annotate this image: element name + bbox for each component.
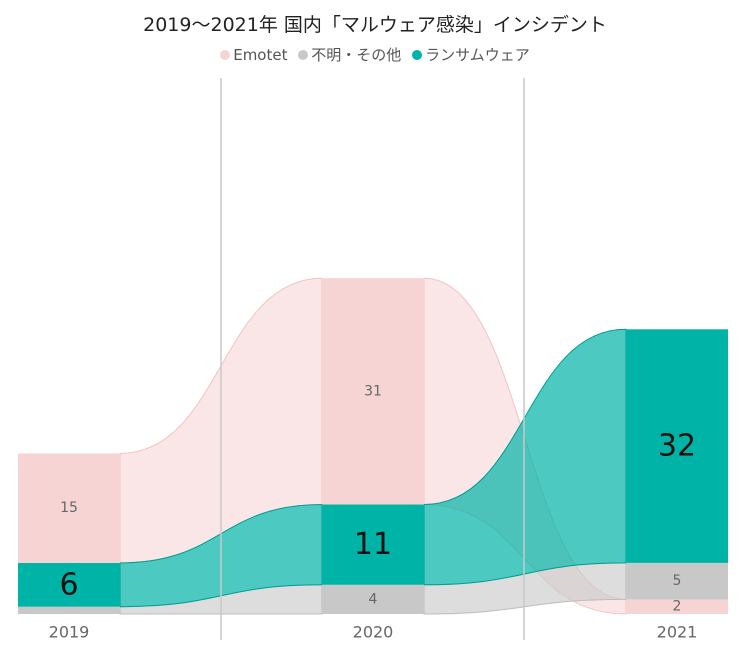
value-label-ransomware-2019: 6 bbox=[59, 567, 78, 602]
legend-item-other[interactable]: 不明・その他 bbox=[298, 44, 401, 65]
value-label-other-2021: 5 bbox=[673, 573, 682, 589]
bar-emotet-2021 bbox=[626, 599, 728, 614]
legend-dot-emotet bbox=[220, 50, 231, 60]
value-label-emotet-2021: 2 bbox=[673, 599, 682, 615]
legend-dot-other bbox=[298, 50, 309, 60]
bar-other-2020 bbox=[322, 584, 424, 614]
value-label-emotet-2019: 15 bbox=[60, 500, 78, 516]
legend-label-emotet: Emotet bbox=[233, 46, 288, 64]
legend-label-ransomware: ランサムウェア bbox=[425, 46, 530, 64]
legend-item-emotet[interactable]: Emotet bbox=[220, 46, 287, 64]
bar-other-2021 bbox=[626, 562, 728, 600]
legend-dot-ransomware bbox=[412, 50, 423, 60]
flow-ransomware-2020-2021 bbox=[423, 328, 627, 586]
bar-emotet-2019 bbox=[18, 453, 120, 563]
legend-item-ransomware[interactable]: ランサムウェア bbox=[412, 44, 530, 65]
chart-legend: Emotet 不明・その他 ランサムウェア bbox=[0, 44, 750, 65]
bar-ransomware-2020 bbox=[322, 504, 424, 585]
value-label-ransomware-2021: 32 bbox=[658, 429, 696, 464]
category-label-2019: 2019 bbox=[49, 623, 90, 642]
bar-emotet-2020 bbox=[322, 278, 424, 505]
category-label-2020: 2020 bbox=[353, 623, 394, 642]
value-label-ransomware-2020: 11 bbox=[354, 527, 392, 562]
category-label-2021: 2021 bbox=[657, 623, 698, 642]
value-label-other-2020: 4 bbox=[369, 591, 378, 607]
bar-ransomware-2019 bbox=[18, 562, 120, 607]
bar-other-2019 bbox=[18, 606, 120, 614]
bar-ransomware-2021 bbox=[626, 329, 728, 563]
legend-label-other: 不明・その他 bbox=[311, 46, 402, 64]
chart-title: 2019〜2021年 国内「マルウェア感染」インシデント bbox=[143, 14, 607, 36]
value-label-emotet-2020: 31 bbox=[364, 383, 382, 399]
